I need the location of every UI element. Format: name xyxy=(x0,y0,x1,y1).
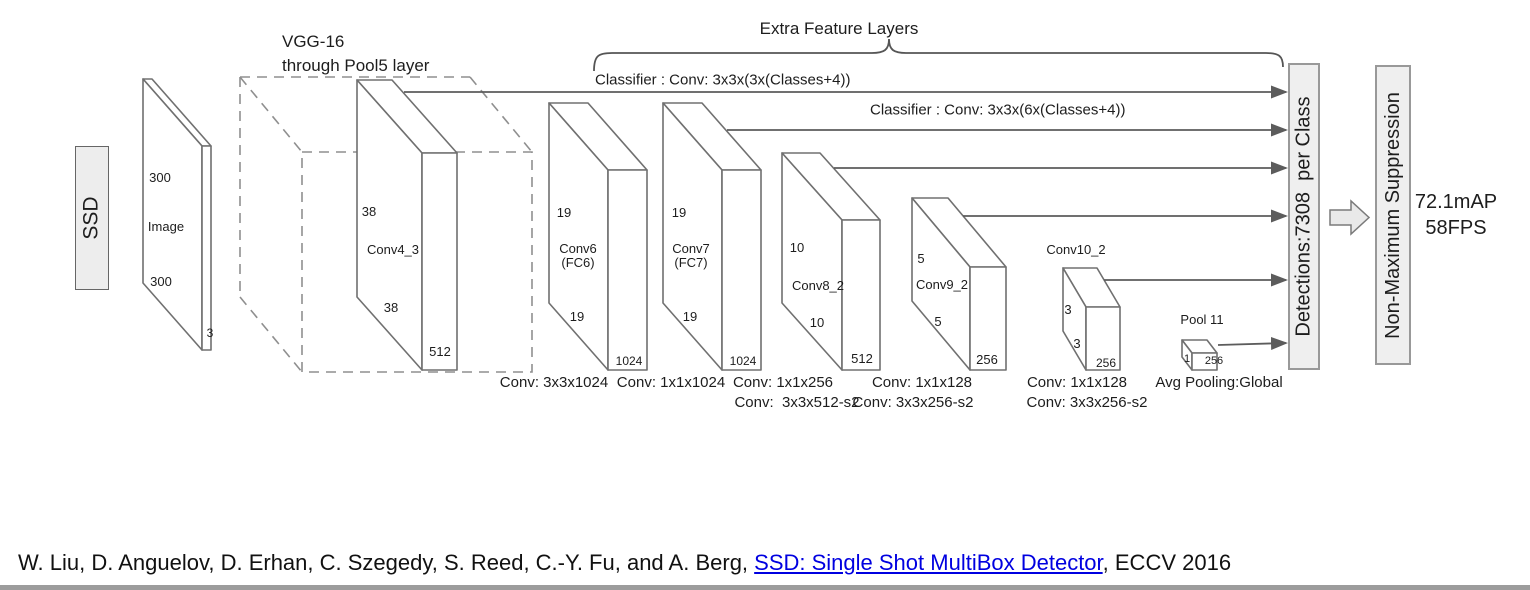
conv10-op1-label: Conv: 1x1x128 xyxy=(1026,374,1128,391)
citation-venue: , ECCV 2016 xyxy=(1102,550,1232,575)
nms-box: Non-Maximum Suppression xyxy=(1375,65,1411,365)
conv10-2-channels: 256 xyxy=(1095,356,1117,370)
conv4-3-dim-top: 38 xyxy=(361,204,377,219)
conv9-2-dim-top: 5 xyxy=(917,251,925,266)
image-channels: 3 xyxy=(206,326,214,340)
arrow-pool11 xyxy=(1217,336,1288,350)
conv4-3-name: Conv4_3 xyxy=(366,242,420,257)
window-edge-strip xyxy=(0,585,1530,590)
conv4-3-dim-bottom: 38 xyxy=(383,300,399,315)
extra-feature-layers-brace xyxy=(593,38,1284,72)
conv6-slab xyxy=(548,102,648,371)
conv8-op1-label: Conv: 1x1x256 xyxy=(732,374,834,391)
conv8-2-slab xyxy=(781,152,881,371)
conv6-op-label: Conv: 3x3x1024 xyxy=(499,374,609,391)
conv4-3-slab xyxy=(356,79,458,371)
conv8-2-dim-bottom: 10 xyxy=(809,315,825,330)
conv9-op2-label: Conv: 3x3x256-s2 xyxy=(852,394,974,411)
extra-feature-layers-title: Extra Feature Layers xyxy=(759,19,919,38)
detections-label: Detections:7308 per Class xyxy=(1292,96,1315,337)
conv10-2-dim-top: 3 xyxy=(1064,302,1072,317)
image-name: Image xyxy=(147,219,185,234)
conv6-name: Conv6 (FC6) xyxy=(559,241,597,270)
feature-arrows xyxy=(404,85,1288,350)
detections-box: Detections:7308 per Class xyxy=(1288,63,1320,370)
conv8-op2-label: Conv: 3x3x512-s2 xyxy=(734,394,860,411)
conv7-dim-top: 19 xyxy=(671,205,687,220)
nms-label: Non-Maximum Suppression xyxy=(1381,91,1404,339)
conv4-3-channels: 512 xyxy=(429,344,451,359)
image-dim-top: 300 xyxy=(149,170,171,185)
conv9-2-name: Conv9_2 xyxy=(915,277,969,292)
conv8-2-dim-top: 10 xyxy=(789,240,805,255)
paper-link[interactable]: SSD: Single Shot MultiBox Detector xyxy=(754,550,1103,575)
conv7-dim-bottom: 19 xyxy=(682,309,698,324)
conv9-2-channels: 256 xyxy=(976,352,998,367)
conv10-2-dim-bottom: 3 xyxy=(1073,336,1081,351)
citation-authors: W. Liu, D. Anguelov, D. Erhan, C. Szeged… xyxy=(18,550,755,575)
conv10-op2-label: Conv: 3x3x256-s2 xyxy=(1026,394,1148,411)
image-dim-bottom: 300 xyxy=(150,274,172,289)
conv7-name: Conv7 (FC7) xyxy=(672,241,710,270)
conv6-dim-top: 19 xyxy=(556,205,572,220)
citation: W. Liu, D. Anguelov, D. Erhan, C. Szeged… xyxy=(18,550,1231,576)
classifier-2-label: Classifier : Conv: 3x3x(6x(Classes+4)) xyxy=(870,101,1126,119)
conv6-channels: 1024 xyxy=(615,354,643,368)
pool11-dim: 1 xyxy=(1183,353,1191,365)
pool11-op-label: Avg Pooling:Global xyxy=(1155,374,1283,391)
vgg-backbone-label: VGG-16 through Pool5 layer xyxy=(282,32,430,75)
conv7-op-label: Conv: 1x1x1024 xyxy=(616,374,726,391)
classifier-1-label: Classifier : Conv: 3x3x(3x(Classes+4)) xyxy=(595,71,851,89)
ssd-label: SSD xyxy=(80,196,103,240)
conv9-2-slab xyxy=(911,197,1007,371)
pool11-slab xyxy=(1181,339,1218,371)
conv10-2-slab xyxy=(1062,267,1121,371)
conv7-slab xyxy=(662,102,762,371)
conv8-2-name: Conv8_2 xyxy=(791,278,845,293)
pool11-channels: 256 xyxy=(1204,355,1224,367)
conv7-channels: 1024 xyxy=(729,354,757,368)
performance-metrics: 72.1mAP 58FPS xyxy=(1414,191,1498,239)
conv6-dim-bottom: 19 xyxy=(569,309,585,324)
flow-arrow-icon xyxy=(1329,199,1371,236)
conv9-op1-label: Conv: 1x1x128 xyxy=(871,374,973,391)
conv8-2-channels: 512 xyxy=(851,351,873,366)
ssd-input-box: SSD xyxy=(75,146,109,290)
conv10-2-name: Conv10_2 xyxy=(1046,242,1106,257)
conv9-2-dim-bottom: 5 xyxy=(934,314,942,329)
pool11-name: Pool 11 xyxy=(1180,312,1224,327)
image-slab xyxy=(142,78,212,351)
